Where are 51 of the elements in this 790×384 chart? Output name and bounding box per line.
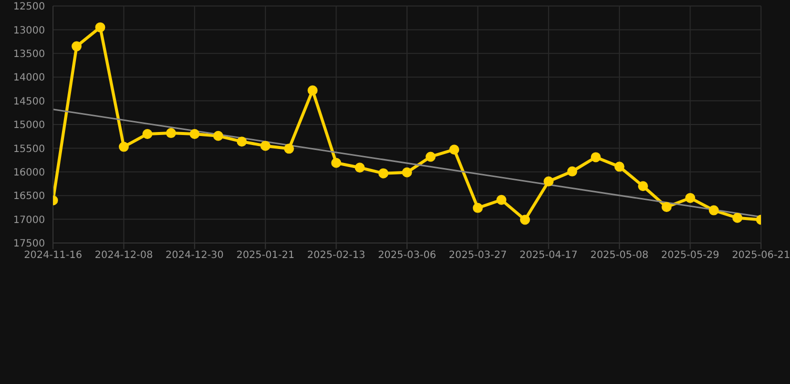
y-tick-label: 16500 [13,191,45,202]
point [402,167,412,178]
point [732,212,742,223]
point [142,128,152,139]
point [190,128,200,139]
x-tick-label: 2024-11-16 [24,250,82,262]
y-tick-label: 14000 [13,72,45,84]
point [213,130,224,141]
y-tick-label: 13000 [13,25,45,36]
y-tick-label: 17000 [13,214,45,226]
y-tick-label: 15500 [13,144,45,155]
x-tick-label: 2025-03-06 [378,250,436,262]
point [95,22,106,32]
point [638,181,648,192]
point [590,152,601,162]
x-tick-label: 2024-12-30 [166,250,224,262]
point [614,162,624,172]
x-tick-label: 2024-12-08 [94,250,153,262]
point [426,152,436,162]
y-tick-label: 17500 [13,238,45,250]
x-tick-label: 2025-06-21 [732,250,790,262]
point [544,176,554,186]
point [685,192,696,203]
point [449,144,460,155]
point [496,194,506,205]
y-tick-label: 12500 [13,2,45,13]
point [284,144,294,154]
x-tick-label: 2025-03-27 [448,250,507,262]
point [260,140,270,151]
x-tick-label: 2025-01-21 [236,250,294,262]
point [354,162,365,173]
point [378,168,388,178]
point [331,158,342,168]
point [236,136,247,147]
x-tick-label: 2025-02-13 [307,250,366,262]
point [708,205,719,216]
point [520,214,530,225]
point [166,128,176,138]
x-tick-label: 2025-05-08 [590,250,648,262]
x-tick-label: 2025-05-29 [661,250,720,262]
point [72,41,82,52]
y-tick-label: 16000 [13,167,45,178]
point [567,166,578,176]
point [118,142,129,152]
y-tick-label: 14500 [13,96,45,108]
y-tick-label: 13500 [13,48,45,60]
point [662,202,672,212]
point [472,202,483,213]
point [308,85,318,96]
y-tick-label: 15000 [13,120,45,132]
x-tick-label: 2025-04-17 [520,250,578,262]
